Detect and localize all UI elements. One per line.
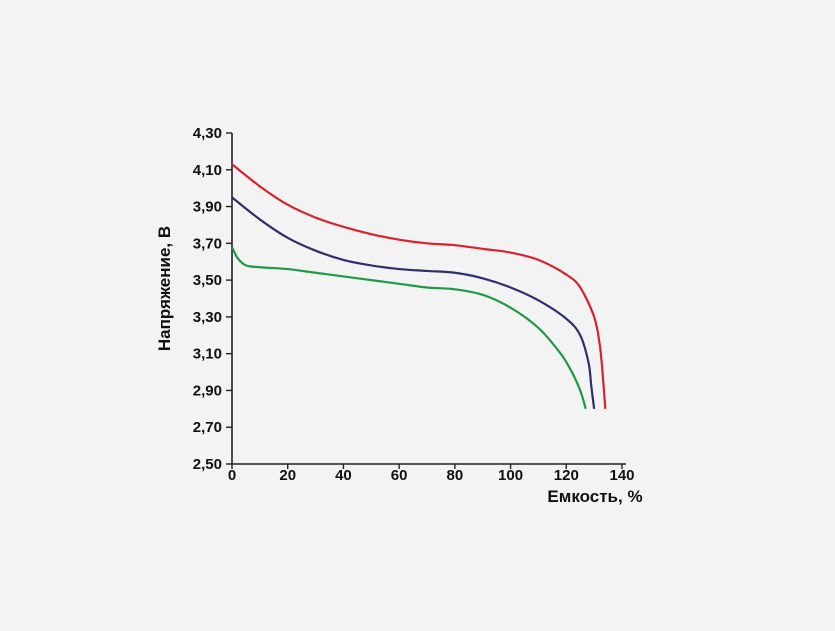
y-axis-title: Напряжение, В xyxy=(155,226,174,351)
y-tick-label: 3,30 xyxy=(193,309,222,326)
y-tick-label: 3,90 xyxy=(193,199,222,216)
x-tick-label: 120 xyxy=(554,467,579,484)
x-axis-title: Емкость, % xyxy=(547,487,642,506)
series-line-2 xyxy=(231,196,596,409)
x-tick-label: 20 xyxy=(279,467,296,484)
y-tick-label: 2,90 xyxy=(193,382,222,399)
x-tick-label: 60 xyxy=(391,467,408,484)
y-tick-label: 4,30 xyxy=(193,125,222,142)
y-tick-label: 2,50 xyxy=(193,456,222,473)
y-tick-label: 3,50 xyxy=(193,272,222,289)
series-line-3 xyxy=(231,246,587,410)
x-tick-label: 140 xyxy=(609,467,634,484)
x-tick-label: 80 xyxy=(447,467,464,484)
y-ticks: 2,50 2,70 2,90 3,10 3,30 3,50 3,70 3,90 4,10 4,30 xyxy=(193,125,232,473)
x-tick-label: 0 xyxy=(228,467,236,484)
x-tick-label: 40 xyxy=(335,467,352,484)
x-tick-label: 100 xyxy=(498,467,523,484)
x-ticks: 0 20 40 60 80 100 120 140 xyxy=(228,464,635,484)
y-tick-label: 3,10 xyxy=(193,346,222,363)
series-layer xyxy=(231,163,607,410)
y-tick-label: 2,70 xyxy=(193,419,222,436)
y-tick-label: 4,10 xyxy=(193,162,222,179)
y-tick-label: 3,70 xyxy=(193,235,222,252)
series-line-1 xyxy=(231,163,607,409)
